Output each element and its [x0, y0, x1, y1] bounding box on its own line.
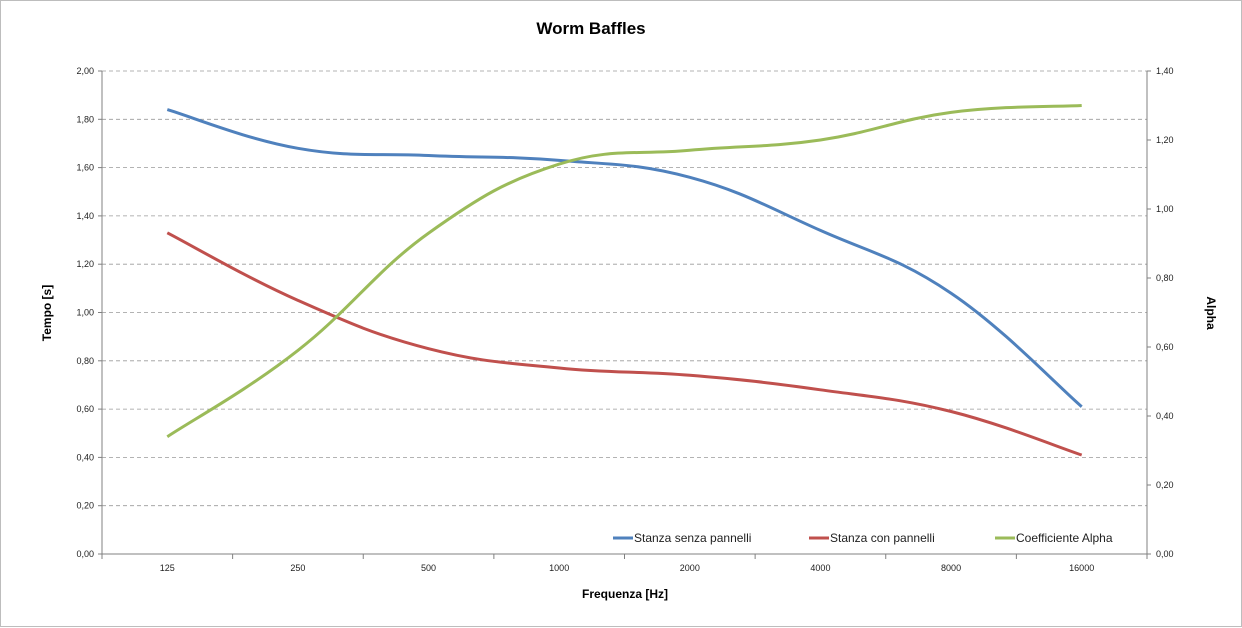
y2-tick-label: 0,80 [1156, 273, 1174, 283]
gridlines [102, 70, 1147, 507]
y-tick-label: 1,60 [76, 163, 94, 173]
y2-tick-label: 1,00 [1156, 204, 1174, 214]
x-tick-label: 125 [160, 563, 175, 573]
y-tick-label: 0,00 [76, 549, 94, 559]
legend-entry: Stanza con pannelli [830, 531, 935, 545]
y2-axis-title: Alpha [1204, 296, 1218, 330]
y2-tick-label: 0,20 [1156, 480, 1174, 490]
y-tick-label: 0,40 [76, 452, 94, 462]
x-tick-label: 16000 [1069, 563, 1094, 573]
legend: Stanza senza pannelli Stanza con pannelli… [613, 531, 1113, 545]
y2-tick-label: 0,00 [1156, 549, 1174, 559]
y2-tick-label: 1,40 [1156, 66, 1174, 76]
y2-tick-label: 0,60 [1156, 342, 1174, 352]
y-tick-label: 1,80 [76, 114, 94, 124]
chart-title: Worm Baffles [536, 19, 645, 38]
y-axis-title: Tempo [s] [40, 285, 54, 341]
series-lines [166, 104, 1083, 457]
y2-tick-label: 1,20 [1156, 135, 1174, 145]
legend-entry: Coefficiente Alpha [1016, 531, 1113, 545]
y2-tick-label: 0,40 [1156, 411, 1174, 421]
x-tick-label: 500 [421, 563, 436, 573]
y-tick-label: 0,80 [76, 356, 94, 366]
y-tick-label: 1,20 [76, 259, 94, 269]
y-tick-label: 0,60 [76, 404, 94, 414]
axes: 0,00 0,20 0,40 0,60 0,80 1,00 1,20 1,40 1,60 1,80… [76, 66, 1173, 573]
y-tick-label: 1,00 [76, 308, 94, 318]
series-line-stanza-con-pannelli [166, 231, 1083, 457]
x-tick-label: 1000 [549, 563, 569, 573]
legend-entry: Stanza senza pannelli [634, 531, 751, 545]
x-axis-title: Frequenza [Hz] [582, 587, 668, 601]
x-tick-label: 2000 [680, 563, 700, 573]
x-tick-label: 250 [290, 563, 305, 573]
y-tick-label: 1,40 [76, 211, 94, 221]
series-line-stanza-senza-pannelli [166, 108, 1083, 408]
series-line-coefficiente-alpha [166, 104, 1082, 438]
x-tick-label: 8000 [941, 563, 961, 573]
y-tick-label: 2,00 [76, 66, 94, 76]
y-tick-label: 0,20 [76, 501, 94, 511]
x-tick-label: 4000 [810, 563, 830, 573]
